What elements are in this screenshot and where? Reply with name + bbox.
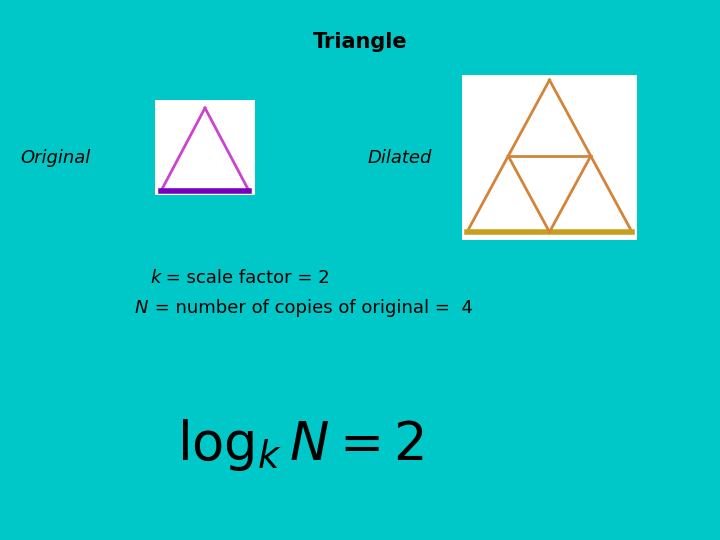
Text: Triangle: Triangle (312, 32, 408, 52)
Text: Dilated: Dilated (368, 149, 433, 167)
Text: = number of copies of original =  4: = number of copies of original = 4 (149, 299, 473, 317)
Text: N: N (135, 299, 148, 317)
Bar (462, 75, 637, 240)
Text: k: k (150, 269, 161, 287)
Bar (155, 100, 255, 195)
Text: = scale factor = 2: = scale factor = 2 (160, 269, 330, 287)
Text: $\log_k N = 2$: $\log_k N = 2$ (176, 417, 423, 473)
Text: Original: Original (20, 149, 90, 167)
